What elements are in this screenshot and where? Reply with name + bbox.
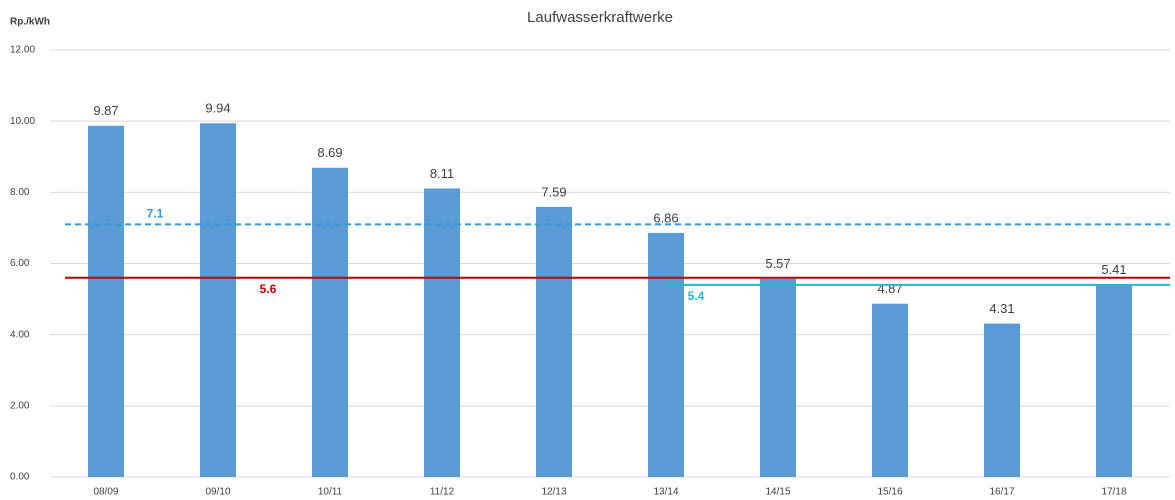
bar xyxy=(648,232,684,477)
bar xyxy=(872,303,908,477)
data-label: 7.59 xyxy=(541,184,566,199)
bar xyxy=(424,188,460,477)
reference-label: 5.4 xyxy=(688,289,705,303)
data-label: 4.87 xyxy=(877,281,902,296)
x-tick-label: 09/10 xyxy=(205,487,230,498)
data-label: 5.57 xyxy=(765,256,790,271)
reference-label: 7.1 xyxy=(147,207,164,221)
y-tick-label: 6.00 xyxy=(10,258,30,269)
x-tick-label: 12/13 xyxy=(541,487,566,498)
x-tick-label: 15/16 xyxy=(877,487,902,498)
y-tick-label: 4.00 xyxy=(10,329,30,340)
data-label: 4.31 xyxy=(989,301,1014,316)
data-label: 8.69 xyxy=(317,145,342,160)
y-tick-label: 8.00 xyxy=(10,187,30,198)
x-tick-label: 11/12 xyxy=(430,487,455,498)
y-tick-label: 2.00 xyxy=(10,400,30,411)
data-label: 8.11 xyxy=(430,166,454,181)
data-label: 6.86 xyxy=(653,210,678,225)
chart-title: Laufwasserkraftwerke xyxy=(527,9,673,26)
x-tick-label: 16/17 xyxy=(989,487,1014,498)
data-label: 9.87 xyxy=(93,103,118,118)
bar xyxy=(760,278,796,477)
y-tick-label: 10.00 xyxy=(10,116,35,127)
bar xyxy=(984,323,1020,477)
y-tick-label: 12.00 xyxy=(10,45,35,56)
data-label: 9.94 xyxy=(205,101,230,116)
x-tick-label: 10/11 xyxy=(318,487,343,498)
y-tick-label: 0.00 xyxy=(10,472,30,483)
bar xyxy=(88,125,124,477)
reference-label: 5.6 xyxy=(260,282,277,296)
x-tick-label: 17/18 xyxy=(1101,487,1126,498)
bar xyxy=(1096,284,1132,477)
x-tick-label: 14/15 xyxy=(765,487,790,498)
bar xyxy=(312,167,348,478)
x-tick-label: 08/09 xyxy=(93,487,118,498)
x-tick-label: 13/14 xyxy=(653,487,678,498)
bar xyxy=(200,123,236,477)
y-axis-label: Rp./kWh xyxy=(10,17,50,28)
data-label: 5.41 xyxy=(1101,262,1126,277)
bar xyxy=(536,206,572,478)
